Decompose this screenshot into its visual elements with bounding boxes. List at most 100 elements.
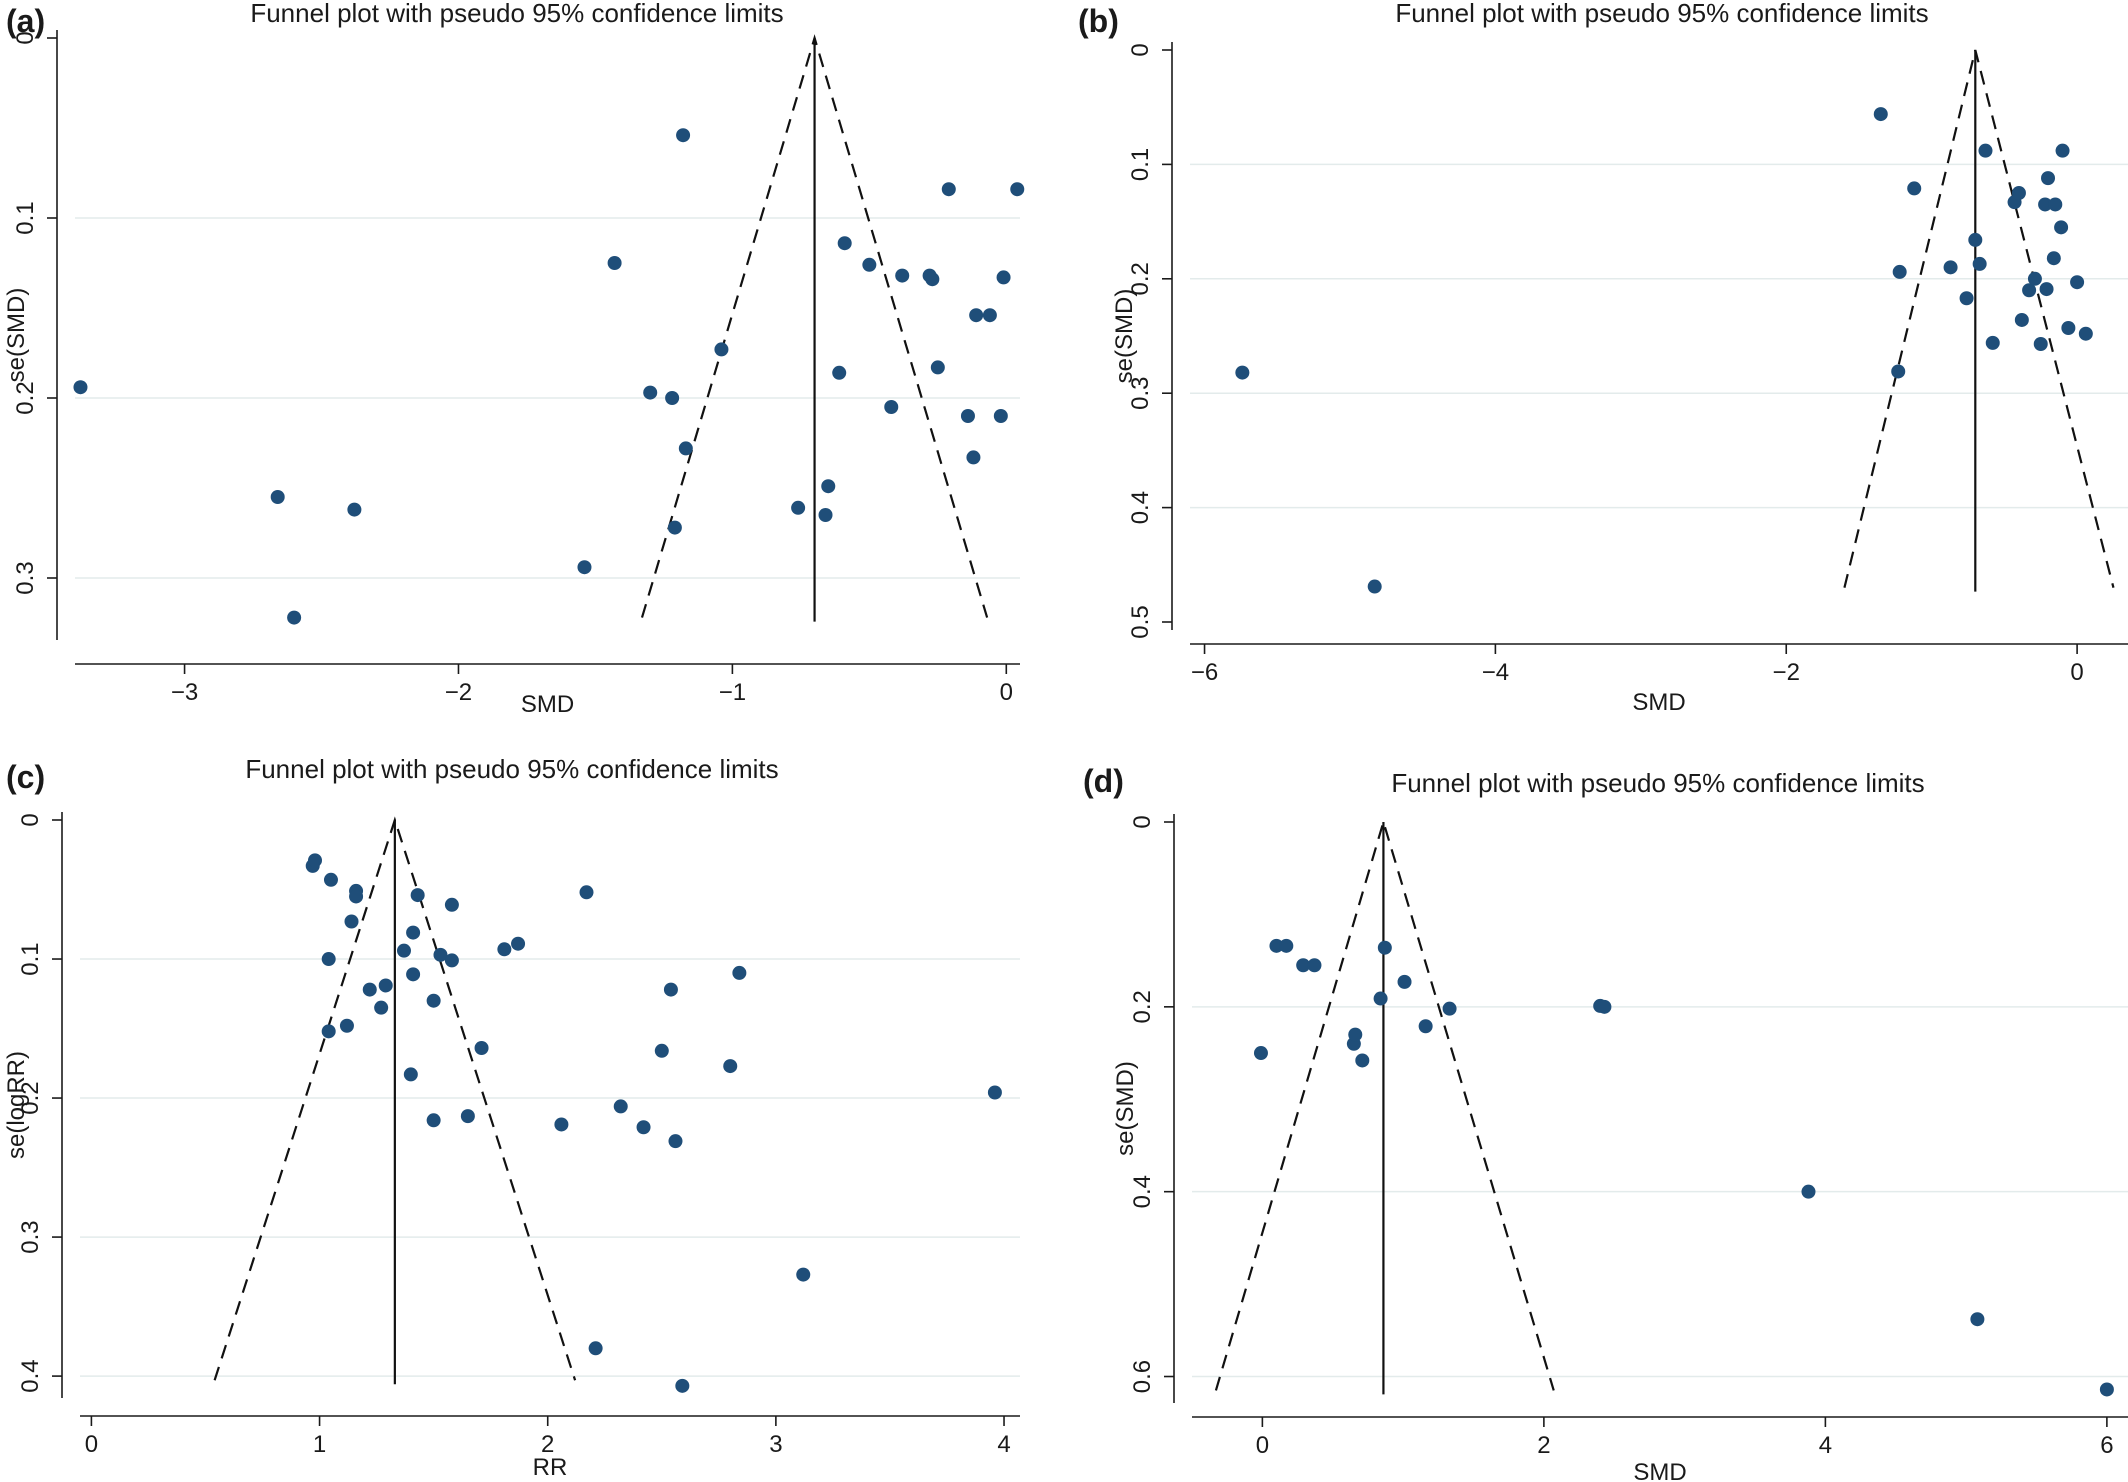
y-tick-label: 0 bbox=[1129, 815, 1156, 828]
x-tick-label: −6 bbox=[1191, 659, 1218, 686]
study-point bbox=[396, 943, 411, 958]
y-axis-label: se(SMD) bbox=[1112, 1061, 1139, 1156]
panel-c: 0 0.1 0.2 0.3 0.4 0 1 2 3 4 (c) Funnel plot with ps… bbox=[3, 754, 1020, 1481]
study-point bbox=[723, 1059, 738, 1074]
study-point bbox=[1235, 365, 1250, 380]
study-point bbox=[837, 236, 852, 251]
study-point bbox=[1279, 938, 1294, 953]
y-axis-label: se(SMD) bbox=[3, 288, 30, 383]
study-point bbox=[308, 853, 322, 868]
study-point bbox=[579, 885, 594, 900]
study-point bbox=[321, 1024, 336, 1039]
study-point bbox=[287, 610, 302, 625]
x-axis-label: SMD bbox=[521, 691, 574, 718]
x-tick-label: 3 bbox=[769, 1431, 782, 1458]
study-point bbox=[406, 925, 421, 940]
study-point bbox=[344, 914, 359, 929]
y-tick-label: 0.6 bbox=[1129, 1360, 1156, 1393]
study-point bbox=[791, 500, 806, 515]
y-tick-label: 0.1 bbox=[12, 201, 39, 234]
study-point bbox=[884, 400, 899, 414]
study-point bbox=[349, 889, 364, 904]
study-point bbox=[668, 1134, 683, 1149]
panel-b: 0 0.1 0.2 0.3 0.4 0.5 −6 −4 −2 0 (b) Funnel plot wi… bbox=[1078, 0, 2128, 716]
study-point bbox=[511, 936, 526, 951]
study-point bbox=[1377, 940, 1392, 955]
x-tick-label: 0 bbox=[1256, 1432, 1269, 1459]
study-point bbox=[2061, 320, 2076, 335]
study-point bbox=[588, 1341, 603, 1356]
x-tick-label: −2 bbox=[1773, 659, 1800, 686]
study-point bbox=[732, 965, 747, 980]
study-point bbox=[2054, 220, 2069, 235]
study-point bbox=[403, 1067, 418, 1082]
study-point bbox=[2033, 337, 2048, 352]
study-point bbox=[426, 993, 441, 1008]
study-point bbox=[73, 380, 88, 395]
study-point bbox=[1892, 264, 1907, 279]
study-point bbox=[2014, 312, 2029, 327]
y-tick-label: 0.5 bbox=[1127, 605, 1154, 638]
y-tick-label: 0.3 bbox=[17, 1220, 44, 1253]
study-point bbox=[613, 1099, 628, 1114]
y-tick-label: 0 bbox=[1127, 43, 1154, 56]
study-point bbox=[996, 270, 1011, 285]
pseudo-confidence-limits bbox=[1214, 818, 1555, 1391]
x-tick-label: 6 bbox=[2100, 1432, 2113, 1459]
study-point bbox=[1943, 260, 1958, 275]
study-point bbox=[941, 182, 956, 197]
study-point bbox=[982, 308, 997, 323]
panel-label: (d) bbox=[1083, 763, 1124, 799]
y-axis-label: se(logRR) bbox=[3, 1051, 30, 1159]
study-point bbox=[1959, 291, 1974, 306]
study-point bbox=[1891, 364, 1906, 379]
study-point bbox=[554, 1117, 569, 1132]
study-point bbox=[966, 450, 981, 465]
x-tick-label: 1 bbox=[313, 1431, 326, 1458]
x-tick-label: −1 bbox=[719, 679, 746, 706]
x-tick-label: 0 bbox=[2070, 659, 2083, 686]
study-point bbox=[1968, 232, 1983, 247]
study-point bbox=[2099, 1382, 2114, 1397]
study-point bbox=[1801, 1184, 1816, 1199]
study-point bbox=[1296, 958, 1311, 973]
x-tick-label: 2 bbox=[541, 1431, 554, 1458]
study-point bbox=[2046, 251, 2061, 266]
x-tick-label: 0 bbox=[1000, 679, 1013, 706]
study-point bbox=[2022, 283, 2037, 298]
study-point bbox=[2070, 275, 2085, 290]
study-point bbox=[1972, 256, 1987, 271]
study-point bbox=[433, 947, 448, 962]
y-tick-label: 0.2 bbox=[1129, 990, 1156, 1023]
chart-title: Funnel plot with pseudo 95% confidence l… bbox=[245, 754, 778, 784]
study-point bbox=[1442, 1001, 1457, 1016]
panel-d: 0 0.2 0.4 0.6 0 2 4 6 (d) Funnel plot with pseudo… bbox=[1083, 763, 2128, 1482]
study-point bbox=[374, 1000, 389, 1015]
study-point bbox=[1373, 991, 1388, 1006]
x-tick-label: 0 bbox=[85, 1431, 98, 1458]
study-point bbox=[460, 1109, 475, 1124]
study-point bbox=[987, 1085, 1002, 1100]
panel-label: (b) bbox=[1078, 3, 1119, 39]
study-point bbox=[2041, 171, 2056, 186]
study-point bbox=[270, 490, 285, 504]
study-point bbox=[2039, 282, 2054, 297]
study-point bbox=[1253, 1046, 1268, 1061]
study-point bbox=[378, 978, 393, 993]
study-point bbox=[2048, 197, 2063, 212]
y-tick-label: 0.2 bbox=[1127, 262, 1154, 295]
y-tick-label: 0.4 bbox=[1127, 491, 1154, 524]
x-tick-label: −2 bbox=[445, 679, 472, 706]
study-point bbox=[1269, 938, 1284, 953]
study-point bbox=[925, 272, 940, 287]
y-tick-label: 0.4 bbox=[17, 1359, 44, 1392]
study-point bbox=[406, 967, 421, 982]
study-point bbox=[577, 560, 592, 575]
study-point bbox=[796, 1267, 811, 1282]
y-tick-label: 0.2 bbox=[12, 381, 39, 414]
study-point bbox=[321, 952, 336, 967]
study-point bbox=[1597, 999, 1612, 1014]
study-point bbox=[1397, 974, 1412, 989]
study-point bbox=[636, 1120, 651, 1135]
study-point bbox=[862, 257, 877, 272]
